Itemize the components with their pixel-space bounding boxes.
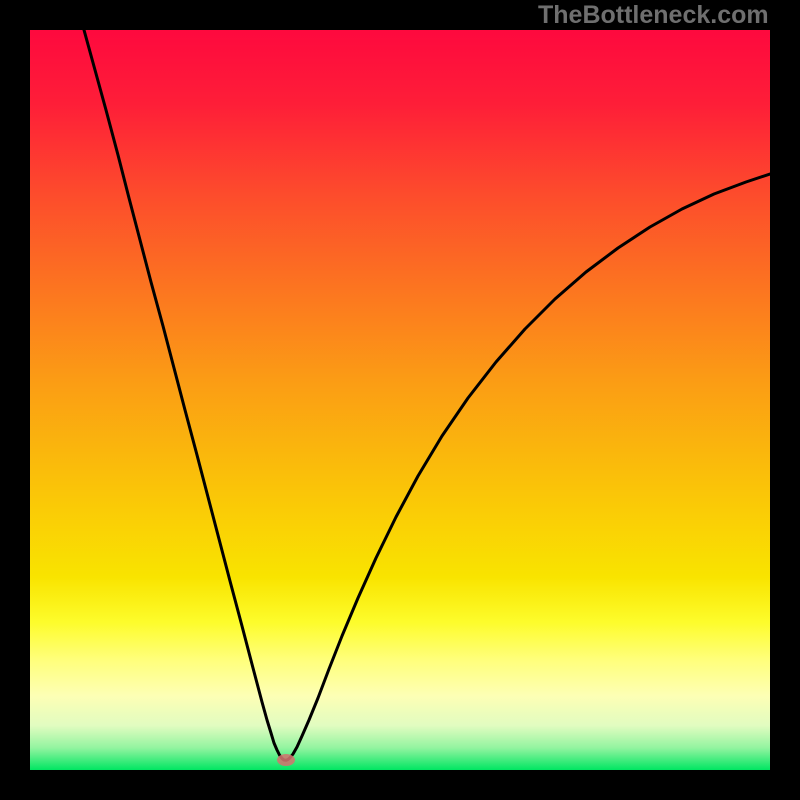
minimum-marker <box>277 754 295 766</box>
bottleneck-curve <box>30 30 770 770</box>
plot-area <box>30 30 770 770</box>
watermark-text: TheBottleneck.com <box>538 1 769 30</box>
bottleneck-curve-path <box>84 30 770 760</box>
chart-stage: TheBottleneck.com <box>0 0 800 800</box>
